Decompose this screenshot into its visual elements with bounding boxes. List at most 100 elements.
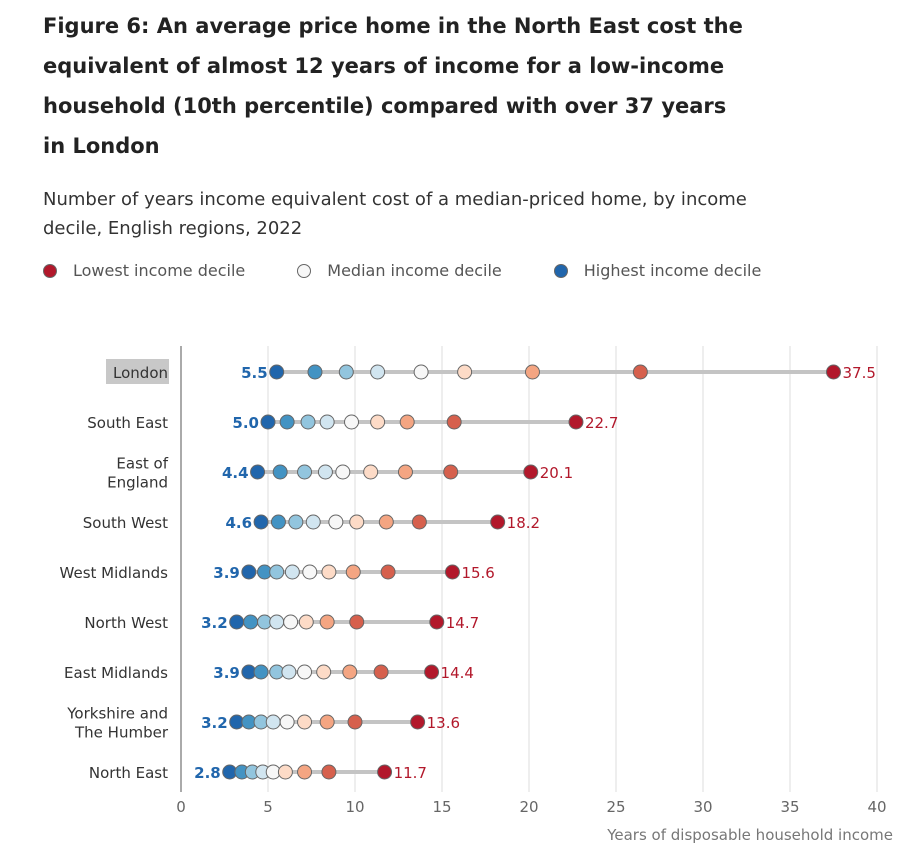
legend-item-lowest: Lowest income decile (43, 261, 245, 280)
legend-label: Lowest income decile (73, 261, 246, 280)
decile-dot (319, 414, 335, 430)
decile-dot (302, 564, 318, 580)
x-axis-title: Years of disposable household income (606, 826, 893, 844)
category-label: England (107, 474, 168, 492)
decile-dot (229, 614, 245, 630)
category-label: North East (89, 764, 168, 782)
legend-label: Highest income decile (583, 261, 762, 280)
decile-dot (297, 714, 313, 730)
category-label: The Humber (74, 724, 169, 742)
decile-dot (397, 464, 413, 480)
highest-decile-label: 5.0 (232, 414, 259, 432)
category-label: Yorkshire and (66, 705, 168, 723)
decile-dot (298, 614, 314, 630)
decile-dot (424, 664, 440, 680)
decile-dot (241, 564, 257, 580)
highest-decile-label: 3.9 (213, 564, 240, 582)
x-tick-label: 40 (867, 798, 886, 816)
decile-dot (411, 514, 427, 530)
decile-dot (342, 664, 358, 680)
decile-dot (321, 564, 337, 580)
decile-dot (272, 464, 288, 480)
legend-dot-icon (43, 263, 57, 278)
decile-dot (319, 614, 335, 630)
decile-dot (250, 464, 266, 480)
legend-item-median: Median income decile (297, 261, 502, 280)
x-tick-label: 20 (519, 798, 538, 816)
category-label: East Midlands (64, 664, 168, 682)
decile-dot (370, 364, 386, 380)
decile-dot (524, 364, 540, 380)
x-tick-label: 30 (693, 798, 712, 816)
decile-dot (377, 764, 393, 780)
lowest-decile-label: 14.4 (441, 664, 474, 682)
decile-dot (277, 764, 293, 780)
x-tick-label: 25 (606, 798, 625, 816)
decile-dot (283, 614, 299, 630)
x-tick-label: 35 (780, 798, 799, 816)
category-label: London (113, 364, 168, 382)
chart-title: Figure 6: An average price home in the N… (43, 14, 743, 158)
decile-dot (490, 514, 506, 530)
decile-dot (269, 614, 285, 630)
lowest-decile-label: 18.2 (507, 514, 540, 532)
legend-dot-icon (297, 263, 312, 278)
legend: Lowest income decile Median income decil… (43, 261, 813, 280)
decile-dot (568, 414, 584, 430)
decile-dot (345, 564, 361, 580)
lowest-decile-label: 13.6 (427, 714, 460, 732)
decile-dot (316, 664, 332, 680)
decile-dot (446, 414, 462, 430)
decile-dot (307, 364, 323, 380)
decile-dot (349, 514, 365, 530)
decile-dot (370, 414, 386, 430)
decile-dot (269, 564, 285, 580)
decile-dot (410, 714, 426, 730)
lowest-decile-label: 15.6 (461, 564, 494, 582)
x-tick-label: 0 (176, 798, 186, 816)
decile-dot (300, 414, 316, 430)
decile-dot (319, 714, 335, 730)
decile-dot (380, 564, 396, 580)
decile-dot (373, 664, 389, 680)
highest-decile-label: 4.4 (222, 464, 249, 482)
decile-dot (457, 364, 473, 380)
decile-dot (378, 514, 394, 530)
x-tick-label: 15 (432, 798, 451, 816)
legend-dot-icon (553, 263, 568, 278)
lowest-decile-label: 20.1 (540, 464, 573, 482)
decile-dot (281, 664, 297, 680)
decile-dot (265, 714, 281, 730)
decile-dot (305, 514, 321, 530)
category-label: West Midlands (60, 564, 169, 582)
lowest-decile-label: 37.5 (843, 364, 876, 382)
decile-dot (826, 364, 841, 380)
lowest-decile-label: 11.7 (394, 764, 427, 782)
decile-dot (399, 414, 415, 430)
decile-dot (253, 514, 269, 530)
lowest-decile-label: 22.7 (585, 414, 618, 432)
legend-item-highest: Highest income decile (553, 261, 762, 280)
highest-decile-label: 5.5 (241, 364, 268, 382)
decile-dot (328, 514, 344, 530)
decile-dot (523, 464, 539, 480)
decile-dot (443, 464, 459, 480)
decile-dot (347, 714, 363, 730)
highest-decile-label: 2.8 (194, 764, 221, 782)
decile-dot (297, 664, 313, 680)
x-tick-label: 5 (263, 798, 273, 816)
decile-dot (260, 414, 276, 430)
decile-dot (288, 514, 304, 530)
category-label: North West (84, 614, 168, 632)
decile-dot (317, 464, 333, 480)
highlight-box (106, 359, 169, 384)
decile-dot (444, 564, 460, 580)
highest-decile-label: 3.2 (201, 614, 228, 632)
decile-dot (632, 364, 648, 380)
decile-dot (297, 464, 313, 480)
decile-dot (363, 464, 379, 480)
decile-dot (429, 614, 445, 630)
chart-subtitle: Number of years income equivalent cost o… (43, 189, 747, 239)
decile-dot (321, 764, 337, 780)
